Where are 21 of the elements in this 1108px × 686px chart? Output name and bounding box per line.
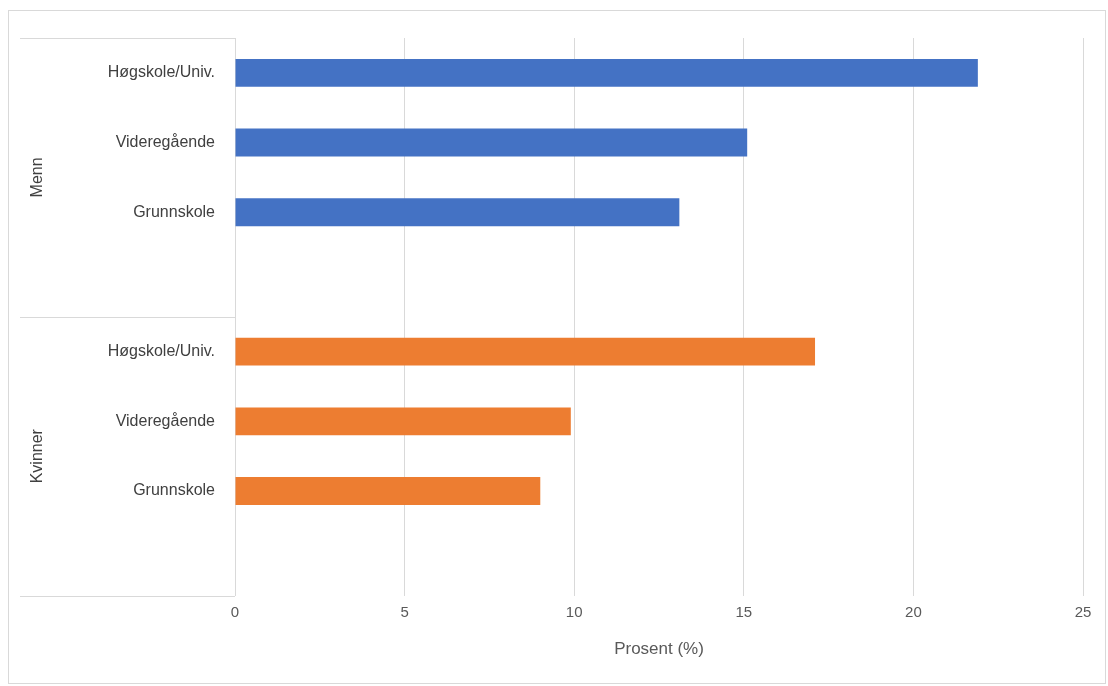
y-tick-label: Grunnskole <box>133 481 216 499</box>
x-tick-label: 10 <box>565 602 583 620</box>
x-tick-label: 5 <box>400 602 409 620</box>
bar <box>235 128 748 157</box>
bar <box>235 198 680 227</box>
bar <box>235 58 978 87</box>
x-tick-label: 15 <box>735 602 753 620</box>
y-tick-label: Høgskole/Univ. <box>107 342 215 360</box>
bar <box>235 407 571 436</box>
y-tick-label: Høgskole/Univ. <box>107 63 215 81</box>
x-tick-label: 25 <box>1074 602 1092 620</box>
bar <box>235 337 816 366</box>
bar <box>235 477 541 505</box>
y-tick-label: Videregående <box>115 411 216 429</box>
x-axis-title: Prosent (%) <box>614 639 704 659</box>
y-tick-label: Grunnskole <box>133 202 216 220</box>
x-tick-label: 0 <box>230 602 240 620</box>
text: Menn <box>28 157 46 198</box>
text: Kvinner <box>28 428 46 484</box>
y-tick-label: Videregående <box>115 132 216 150</box>
x-tick-label: 20 <box>905 602 922 620</box>
